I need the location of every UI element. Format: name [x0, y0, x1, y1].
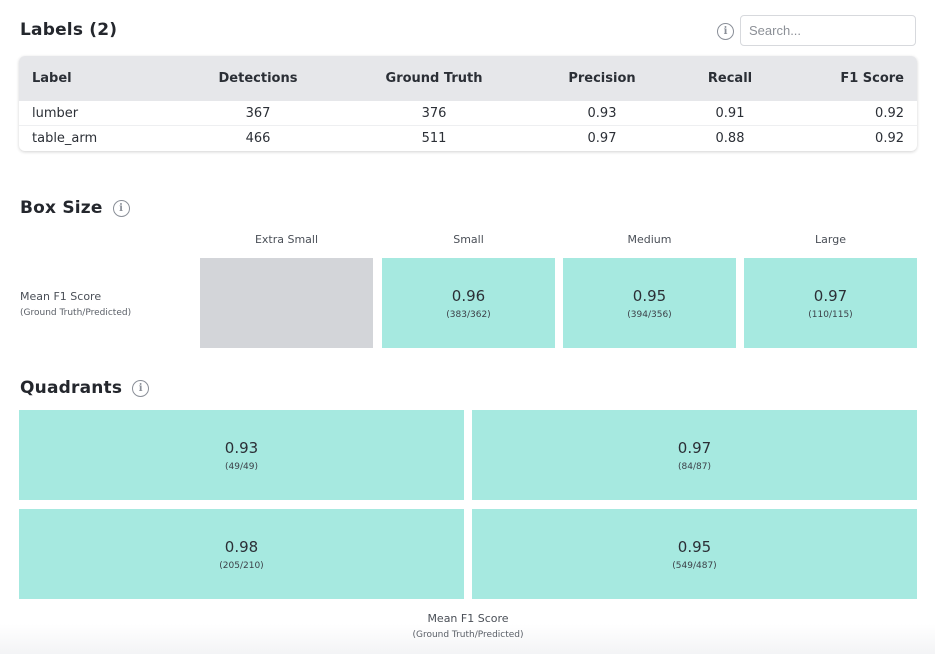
quadrant-tile-bottom-right[interactable]: 0.95 (549/487) [472, 509, 917, 599]
tile-counts: (49/49) [225, 461, 258, 472]
tile-counts: (205/210) [219, 560, 264, 571]
box-size-tile-small[interactable]: 0.96 (383/362) [382, 258, 555, 348]
info-icon[interactable]: i [112, 199, 130, 217]
row-precision: 0.97 [587, 130, 617, 146]
tile-value: 0.97 [677, 438, 712, 457]
info-icon[interactable]: i [132, 379, 150, 397]
tile-counts: (110/115) [808, 309, 853, 320]
row-precision: 0.93 [587, 105, 617, 121]
row-f1-score: 0.92 [875, 105, 904, 121]
box-size-row-label: Mean F1 Score (Ground Truth/Predicted) [20, 288, 131, 322]
box-size-header-medium: Medium [627, 233, 672, 246]
bottom-fade [0, 624, 935, 654]
quadrants-title-text: Quadrants [20, 378, 123, 398]
row-ground-truth: 511 [421, 130, 447, 146]
row-f1-score: 0.92 [875, 130, 904, 146]
quadrant-tile-bottom-left[interactable]: 0.98 (205/210) [19, 509, 464, 599]
tile-value: 0.98 [224, 537, 259, 556]
labels-title-text: Labels (2) [20, 20, 118, 40]
quadrant-tile-top-left[interactable]: 0.93 (49/49) [19, 410, 464, 500]
tile-counts: (394/356) [627, 309, 672, 320]
quadrants-caption-sub: (Ground Truth/Predicted) [412, 630, 524, 640]
table-header: Label Detections Ground Truth Precision … [19, 56, 917, 101]
mean-f1-label: Mean F1 Score [20, 290, 102, 303]
box-size-title: Box Size i [20, 198, 130, 218]
box-size-header-small: Small [453, 233, 484, 246]
table-row[interactable]: lumber 367 376 0.93 0.91 0.92 [19, 101, 917, 126]
row-label: lumber [32, 105, 79, 121]
info-icon[interactable]: i [717, 23, 734, 40]
tile-counts: (549/487) [672, 560, 717, 571]
box-size-title-text: Box Size [20, 198, 103, 218]
quadrants-caption: Mean F1 Score (Ground Truth/Predicted) [19, 610, 917, 644]
row-recall: 0.88 [715, 130, 745, 146]
tile-counts: (383/362) [446, 309, 491, 320]
tile-counts: (84/87) [678, 461, 711, 472]
quadrants-title: Quadrants i [20, 378, 150, 398]
tile-value: 0.95 [677, 537, 712, 556]
search-input[interactable] [740, 15, 916, 46]
column-header-ground-truth[interactable]: Ground Truth [385, 71, 483, 86]
box-size-header-extra-small: Extra Small [254, 233, 319, 246]
row-detections: 367 [245, 105, 271, 121]
row-label: table_arm [32, 130, 98, 146]
quadrants-caption-title: Mean F1 Score [427, 612, 509, 625]
row-detections: 466 [245, 130, 271, 146]
column-header-f1-score[interactable]: F1 Score [840, 71, 904, 86]
tile-value: 0.93 [224, 438, 259, 457]
tile-value: 0.97 [813, 286, 848, 305]
box-size-tile-large[interactable]: 0.97 (110/115) [744, 258, 917, 348]
column-header-label[interactable]: Label [32, 71, 72, 86]
row-ground-truth: 376 [421, 105, 447, 121]
column-header-detections[interactable]: Detections [218, 71, 298, 86]
labels-table: Label Detections Ground Truth Precision … [19, 56, 917, 151]
quadrant-tile-top-right[interactable]: 0.97 (84/87) [472, 410, 917, 500]
column-header-recall[interactable]: Recall [707, 71, 753, 86]
mean-f1-sublabel: (Ground Truth/Predicted) [20, 308, 132, 318]
row-recall: 0.91 [715, 105, 745, 121]
table-row[interactable]: table_arm 466 511 0.97 0.88 0.92 [19, 126, 917, 150]
labels-section-title: Labels (2) [20, 20, 117, 40]
column-header-precision[interactable]: Precision [568, 71, 636, 86]
box-size-header-large: Large [815, 233, 846, 246]
box-size-tile-medium[interactable]: 0.95 (394/356) [563, 258, 736, 348]
tile-value: 0.96 [451, 286, 486, 305]
box-size-tile-extra-small[interactable] [200, 258, 373, 348]
tile-value: 0.95 [632, 286, 667, 305]
